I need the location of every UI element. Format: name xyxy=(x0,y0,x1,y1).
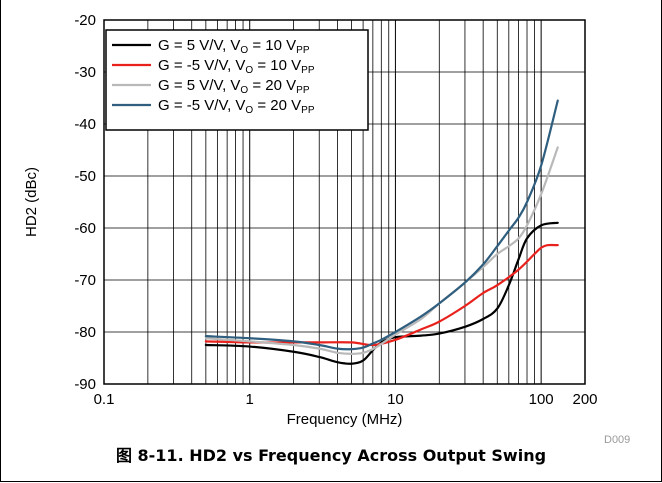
series-line-4 xyxy=(204,99,559,351)
figure-source-id: D009 xyxy=(604,434,631,446)
x-tick-label: 200 xyxy=(572,391,597,408)
x-tick-label: 0.1 xyxy=(94,391,115,408)
y-tick-label: -20 xyxy=(74,12,96,29)
y-tick-label: -80 xyxy=(74,324,96,341)
y-axis-label: HD2 (dBc) xyxy=(23,167,40,237)
y-tick-label: -50 xyxy=(74,168,96,185)
x-tick-label: 10 xyxy=(387,391,404,408)
tick-label-layer: -90 -80 -70 -60 -50 -40 -30 -20 0.1 1 10 100 200 xyxy=(74,12,597,408)
series-line-2 xyxy=(204,243,559,347)
legend-entry: G = 5 V/V, VO = 10 VPP xyxy=(158,37,310,56)
series-line-3 xyxy=(204,146,559,355)
y-tick-label: -40 xyxy=(74,116,96,133)
series-layer xyxy=(204,99,559,365)
y-tick-label: -60 xyxy=(74,220,96,237)
legend-entry: G = 5 V/V, VO = 20 VPP xyxy=(158,77,310,96)
figure-caption: 图 8-11. HD2 vs Frequency Across Output S… xyxy=(115,446,547,465)
hd2-frequency-chart: -90 -80 -70 -60 -50 -40 -30 -20 0.1 1 10 100 200 Fre… xyxy=(23,12,598,428)
legend-entry: G = -5 V/V, VO = 10 VPP xyxy=(158,57,315,76)
y-tick-label: -70 xyxy=(74,272,96,289)
x-tick-label: 100 xyxy=(529,391,554,408)
series-line-1 xyxy=(204,221,559,365)
x-axis-label: Frequency (MHz) xyxy=(287,411,403,428)
plot-border xyxy=(103,19,586,385)
y-tick-label: -90 xyxy=(74,376,96,393)
legend-box xyxy=(105,29,369,131)
legend-entry: G = -5 V/V, VO = 20 VPP xyxy=(158,97,315,116)
x-tick-label: 1 xyxy=(246,391,254,408)
y-tick-label: -30 xyxy=(74,64,96,81)
